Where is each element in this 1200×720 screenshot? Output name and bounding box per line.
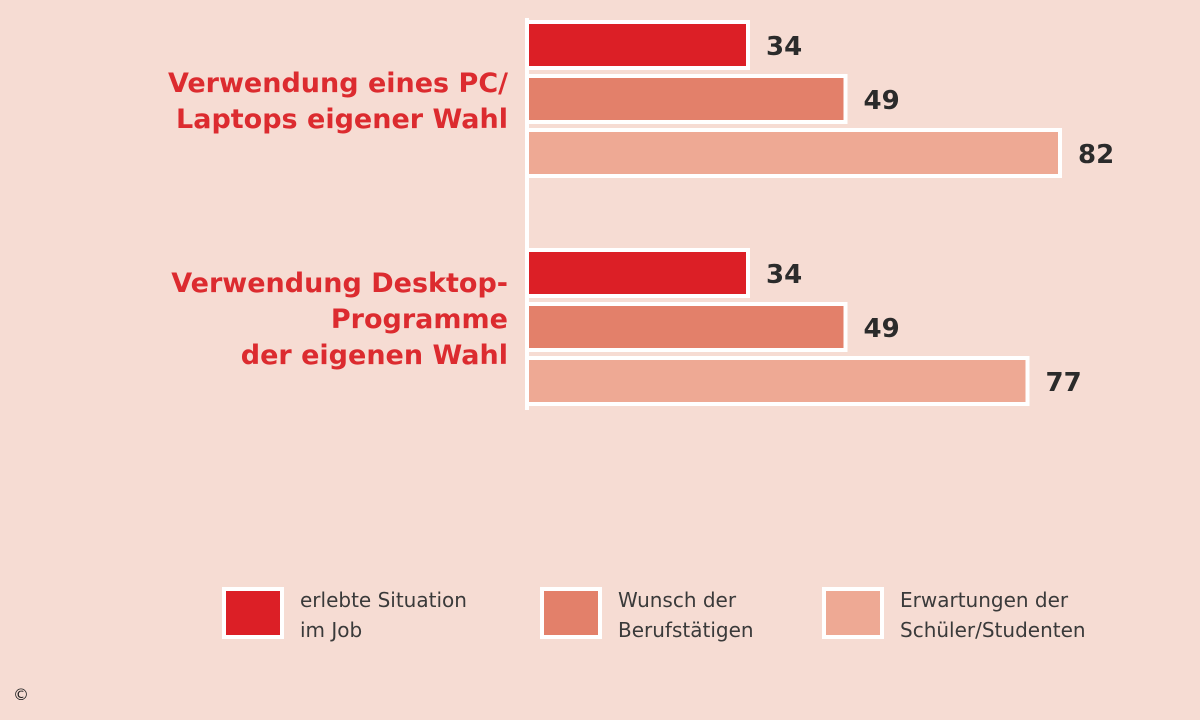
category-label-line: der eigenen Wahl (240, 340, 508, 371)
data-label-cat0-series0: 34 (766, 32, 802, 62)
legend-swatch (222, 587, 284, 639)
data-label-cat1-series1: 49 (864, 314, 900, 344)
category-label-line: Programme (330, 304, 508, 335)
bar-cat0-series2 (525, 128, 1062, 178)
bar-cat1-series1 (525, 302, 848, 352)
legend-swatch (540, 587, 602, 639)
legend-swatch (822, 587, 884, 639)
bar-cat0-series0 (525, 20, 750, 70)
category-label-line: Verwendung eines PC/ (167, 68, 508, 99)
data-label-cat1-series2: 77 (1046, 368, 1082, 398)
category-label-pc-laptop: Verwendung eines PC/ Laptops eigener Wah… (168, 66, 508, 138)
legend-label: erlebte Situation im Job (300, 588, 467, 642)
legend-label: Wunsch der Berufstätigen (618, 588, 754, 642)
category-label-desktop-programme: Verwendung Desktop- Programme der eigene… (171, 266, 508, 374)
bar-cat1-series2 (525, 356, 1030, 406)
legend-label: Erwartungen der Schüler/Studenten (900, 588, 1086, 642)
bar-cat1-series0 (525, 248, 750, 298)
bar-cat0-series1 (525, 74, 848, 124)
copyright-icon: © (13, 685, 29, 704)
category-label-line: Laptops eigener Wahl (176, 104, 508, 135)
category-label-line: Verwendung Desktop- (171, 268, 508, 299)
data-label-cat0-series2: 82 (1078, 140, 1114, 170)
data-label-cat1-series0: 34 (766, 260, 802, 290)
data-label-cat0-series1: 49 (864, 86, 900, 116)
